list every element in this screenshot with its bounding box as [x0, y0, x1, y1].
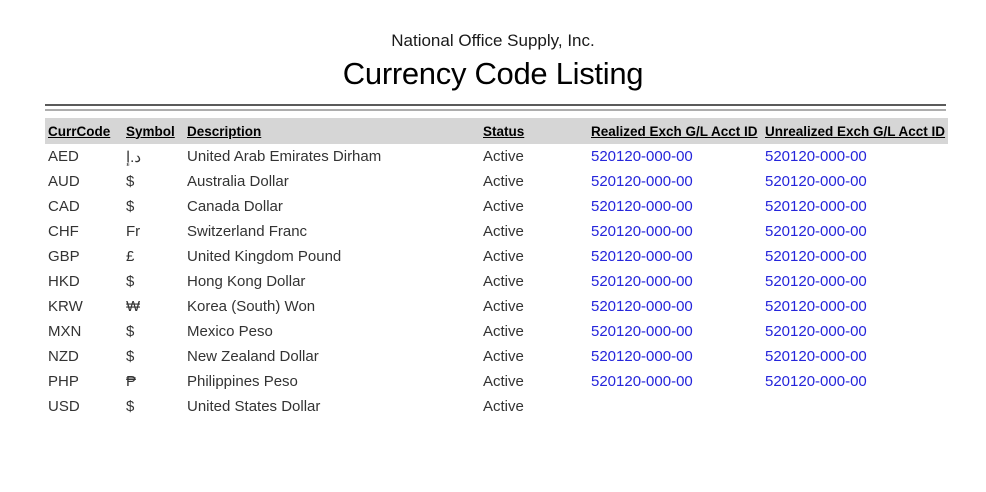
company-name: National Office Supply, Inc. — [391, 31, 595, 50]
realized-gl-account-link[interactable]: 520120-000-00 — [591, 248, 693, 265]
realized-gl-account-link[interactable]: 520120-000-00 — [591, 148, 693, 165]
realized-gl-account-link[interactable]: 520120-000-00 — [591, 348, 693, 365]
table-row: USD $ United States Dollar Active — [45, 394, 948, 419]
cell-currcode: NZD — [48, 348, 79, 365]
table-row: CAD $ Canada Dollar Active 520120-000-00… — [45, 194, 948, 219]
cell-currcode: AUD — [48, 173, 80, 190]
unrealized-gl-account-link[interactable]: 520120-000-00 — [765, 198, 867, 215]
cell-description: United Arab Emirates Dirham — [187, 148, 382, 165]
cell-symbol: ₩ — [126, 298, 141, 315]
table-row: GBP £ United Kingdom Pound Active 520120… — [45, 244, 948, 269]
cell-description: New Zealand Dollar — [187, 348, 319, 365]
unrealized-gl-account-link[interactable]: 520120-000-00 — [765, 223, 867, 240]
unrealized-gl-account-link[interactable]: 520120-000-00 — [765, 348, 867, 365]
table-row: NZD $ New Zealand Dollar Active 520120-0… — [45, 344, 948, 369]
currency-table: CurrCode Symbol Description Status Reali… — [45, 118, 948, 419]
title-divider — [45, 104, 946, 111]
table-row: PHP ₱ Philippines Peso Active 520120-000… — [45, 369, 948, 394]
realized-gl-account-link[interactable]: 520120-000-00 — [591, 323, 693, 340]
unrealized-gl-account-link[interactable]: 520120-000-00 — [765, 298, 867, 315]
table-row: AUD $ Australia Dollar Active 520120-000… — [45, 169, 948, 194]
cell-symbol: $ — [126, 198, 135, 215]
cell-status: Active — [483, 298, 524, 315]
cell-symbol: $ — [126, 398, 135, 415]
cell-description: Philippines Peso — [187, 373, 298, 390]
column-header-description: Description — [187, 123, 262, 139]
column-header-symbol: Symbol — [126, 123, 175, 139]
table-row: MXN $ Mexico Peso Active 520120-000-00 5… — [45, 319, 948, 344]
unrealized-gl-account-link[interactable]: 520120-000-00 — [765, 248, 867, 265]
cell-status: Active — [483, 223, 524, 240]
table-body: AED د.إ United Arab Emirates Dirham Acti… — [45, 144, 948, 419]
cell-description: United Kingdom Pound — [187, 248, 342, 265]
cell-currcode: CAD — [48, 198, 80, 215]
cell-currcode: MXN — [48, 323, 82, 340]
unrealized-gl-account-link[interactable]: 520120-000-00 — [765, 373, 867, 390]
cell-currcode: KRW — [48, 298, 83, 315]
cell-currcode: PHP — [48, 373, 79, 390]
realized-gl-account-link[interactable]: 520120-000-00 — [591, 198, 693, 215]
table-row: HKD $ Hong Kong Dollar Active 520120-000… — [45, 269, 948, 294]
cell-description: Hong Kong Dollar — [187, 273, 306, 290]
divider-line-light — [45, 109, 946, 111]
cell-symbol: $ — [126, 348, 135, 365]
cell-symbol: $ — [126, 273, 135, 290]
column-header-unrealized-gl-acct: Unrealized Exch G/L Acct ID — [765, 123, 946, 139]
realized-gl-account-link[interactable]: 520120-000-00 — [591, 273, 693, 290]
cell-description: Australia Dollar — [187, 173, 289, 190]
cell-description: Canada Dollar — [187, 198, 283, 215]
cell-status: Active — [483, 398, 524, 415]
realized-gl-account-link[interactable]: 520120-000-00 — [591, 298, 693, 315]
cell-symbol: د.إ — [126, 148, 142, 166]
column-header-realized-gl-acct: Realized Exch G/L Acct ID — [591, 123, 758, 139]
cell-currcode: AED — [48, 148, 79, 165]
cell-currcode: GBP — [48, 248, 80, 265]
cell-currcode: CHF — [48, 223, 79, 240]
table-header-row: CurrCode Symbol Description Status Reali… — [45, 118, 948, 144]
cell-status: Active — [483, 248, 524, 265]
cell-symbol: Fr — [126, 223, 141, 240]
column-header-currcode: CurrCode — [48, 123, 111, 139]
cell-description: Switzerland Franc — [187, 223, 308, 240]
divider-line-dark — [45, 104, 946, 106]
cell-status: Active — [483, 173, 524, 190]
cell-description: Mexico Peso — [187, 323, 273, 340]
realized-gl-account-link[interactable]: 520120-000-00 — [591, 173, 693, 190]
cell-symbol: $ — [126, 323, 135, 340]
cell-status: Active — [483, 348, 524, 365]
realized-gl-account-link[interactable]: 520120-000-00 — [591, 223, 693, 240]
table-row: KRW ₩ Korea (South) Won Active 520120-00… — [45, 294, 948, 319]
cell-status: Active — [483, 148, 524, 165]
cell-description: Korea (South) Won — [187, 298, 316, 315]
cell-status: Active — [483, 323, 524, 340]
table-row: CHF Fr Switzerland Franc Active 520120-0… — [45, 219, 948, 244]
cell-symbol: $ — [126, 173, 135, 190]
cell-status: Active — [483, 198, 524, 215]
cell-status: Active — [483, 373, 524, 390]
unrealized-gl-account-link[interactable]: 520120-000-00 — [765, 148, 867, 165]
unrealized-gl-account-link[interactable]: 520120-000-00 — [765, 173, 867, 190]
unrealized-gl-account-link[interactable]: 520120-000-00 — [765, 273, 867, 290]
realized-gl-account-link[interactable]: 520120-000-00 — [591, 373, 693, 390]
unrealized-gl-account-link[interactable]: 520120-000-00 — [765, 323, 867, 340]
cell-currcode: USD — [48, 398, 80, 415]
cell-symbol: £ — [126, 248, 135, 265]
cell-status: Active — [483, 273, 524, 290]
page-title: Currency Code Listing — [342, 56, 644, 91]
table-row: AED د.إ United Arab Emirates Dirham Acti… — [45, 144, 948, 169]
cell-description: United States Dollar — [187, 398, 321, 415]
column-header-status: Status — [483, 123, 525, 139]
cell-symbol: ₱ — [126, 373, 137, 390]
cell-currcode: HKD — [48, 273, 80, 290]
